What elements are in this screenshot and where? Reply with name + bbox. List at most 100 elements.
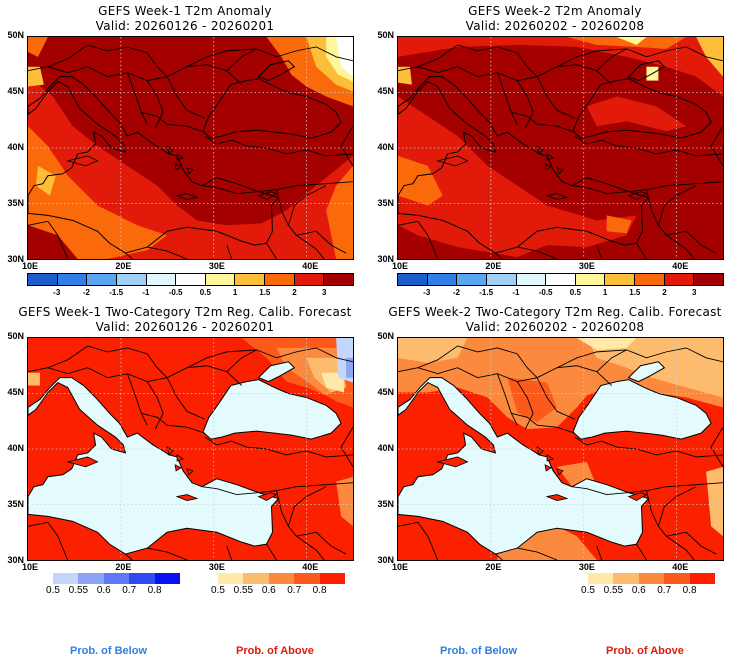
colorbar-tick-label: -3 — [423, 288, 431, 297]
colorbar-segment — [457, 274, 487, 285]
country-border — [398, 220, 439, 259]
colorbar-segment — [78, 573, 104, 584]
colorbar-segment — [146, 274, 177, 285]
colorbar-segment — [116, 274, 147, 285]
map-canvas — [28, 37, 353, 259]
colorbar-segment — [694, 274, 724, 285]
country-border — [147, 547, 188, 560]
colorbar-segment — [53, 573, 79, 584]
country-border — [125, 553, 133, 560]
latitude-tick-label: 40N — [7, 443, 24, 453]
country-border — [47, 44, 88, 68]
country-border — [556, 46, 723, 68]
island — [186, 468, 194, 476]
prob-below-label-left: Prob. of Below — [70, 645, 147, 657]
probability-field-band — [398, 338, 468, 363]
probability-tick-label: 0.55 — [603, 585, 624, 596]
anomaly-field-band — [696, 37, 723, 77]
longitude-tick-label: 30E — [208, 562, 225, 572]
country-border — [417, 44, 458, 68]
probability-tick-label: 0.6 — [631, 585, 646, 596]
country-border — [28, 64, 242, 85]
week1-anomaly-map — [27, 36, 354, 260]
probability-tick-label: 0.8 — [147, 585, 162, 596]
anomaly-field-band — [566, 37, 687, 49]
island — [545, 494, 569, 501]
country-border — [457, 345, 538, 378]
black-sea-coastline — [202, 78, 342, 139]
panel2-title: GEFS Week-2 T2m Anomaly — [468, 4, 642, 18]
country-border — [657, 486, 697, 527]
country-border — [516, 381, 534, 430]
country-border — [186, 347, 353, 369]
country-border — [511, 412, 576, 434]
colorbar-segment — [324, 274, 354, 285]
latitude-tick-label: 35N — [377, 198, 394, 208]
colorbar-segment — [154, 573, 181, 584]
country-border — [511, 111, 576, 133]
anomaly-field-band — [35, 165, 56, 196]
latitude-tick-label: 50N — [7, 331, 24, 341]
country-border — [226, 545, 233, 560]
longitude-tick-label: 10E — [21, 562, 38, 572]
colorbar-segment — [605, 274, 636, 285]
country-border — [166, 377, 206, 420]
anomaly-colorbar-week2 — [397, 273, 724, 286]
mediterranean-sea — [28, 377, 280, 555]
anomaly-field-band — [28, 66, 44, 87]
probability-tick-label: 0.8 — [682, 585, 697, 596]
colorbar-tick-label: -0.5 — [538, 288, 553, 297]
island — [176, 153, 184, 161]
colorbar-tick-label: -1 — [142, 288, 150, 297]
panel3-title: GEFS Week-1 Two-Category T2m Reg. Calib.… — [18, 305, 352, 319]
country-border — [517, 246, 558, 259]
longitude-tick-label: 10E — [391, 562, 408, 572]
longitude-tick-label: 30E — [578, 562, 595, 572]
country-border — [125, 252, 133, 259]
prob-above-colorbar-week1 — [218, 573, 346, 584]
country-border — [495, 553, 503, 560]
latitude-tick-label: 40N — [7, 142, 24, 152]
country-border — [87, 345, 168, 378]
probability-tick-label: 0.55 — [68, 585, 89, 596]
country-border — [201, 482, 353, 496]
probability-tick-label: 0.7 — [657, 585, 672, 596]
longitude-tick-label: 10E — [21, 261, 38, 271]
country-border — [266, 543, 277, 560]
colorbar-tick-label: -2 — [82, 288, 91, 297]
anomaly-field-band — [336, 37, 353, 77]
latitude-tick-label: 45N — [377, 387, 394, 397]
probability-field-band — [576, 338, 637, 350]
country-border — [126, 373, 148, 426]
longitude-tick-label: 30E — [208, 261, 225, 271]
country-border — [417, 345, 458, 369]
probability-field-band — [706, 466, 723, 537]
latitude-tick-label: 45N — [7, 86, 24, 96]
week2-anomaly-map — [397, 36, 724, 260]
country-border — [126, 72, 148, 125]
country-border — [666, 234, 695, 259]
country-border — [496, 373, 518, 426]
colorbar-segment — [235, 274, 266, 285]
colorbar-segment — [129, 573, 155, 584]
map-canvas — [28, 338, 353, 560]
island — [556, 468, 564, 476]
country-border — [517, 547, 558, 560]
anomaly-field-band — [586, 96, 687, 132]
colorbar-tick-label: 3 — [322, 288, 327, 297]
colorbar-segment — [635, 274, 665, 285]
colorbar-segment — [689, 573, 716, 584]
country-border — [636, 242, 647, 259]
country-border — [457, 44, 538, 77]
country-border — [710, 426, 723, 468]
longitude-tick-label: 40E — [302, 562, 319, 572]
azov-coastline — [257, 60, 296, 82]
latitude-tick-label: 30N — [7, 254, 24, 264]
sea-of-azov — [257, 361, 296, 383]
longitude-tick-label: 40E — [672, 261, 689, 271]
island — [176, 454, 184, 462]
colorbar-tick-label: -2 — [452, 288, 461, 297]
island — [257, 191, 278, 200]
colorbar-segment — [294, 573, 320, 584]
colorbar-segment — [638, 573, 665, 584]
